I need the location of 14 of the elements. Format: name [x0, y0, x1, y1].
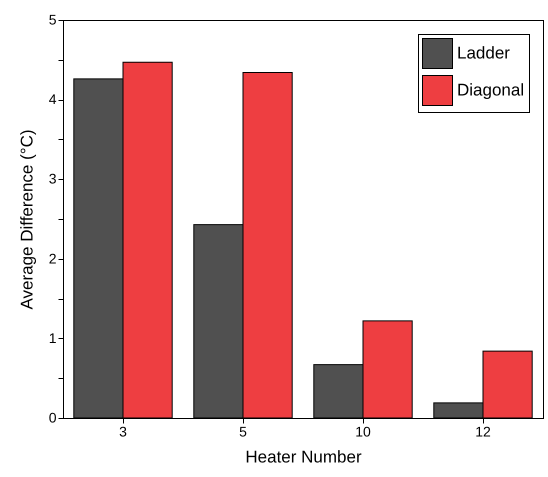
- y-tick-label: 4: [48, 91, 57, 108]
- y-axis-title: Average Difference (°C): [18, 129, 37, 310]
- legend-label: Ladder: [457, 44, 510, 62]
- y-tick-label: 0: [48, 410, 57, 426]
- x-tick-label: 10: [355, 424, 371, 440]
- x-tick-label: 12: [475, 424, 491, 440]
- y-tick-label: 1: [48, 330, 57, 346]
- y-tick-label: 5: [48, 12, 57, 28]
- x-tick-label: 5: [239, 424, 248, 440]
- x-tick-label: 3: [119, 424, 128, 440]
- legend-label: Diagonal: [457, 80, 524, 100]
- x-axis-title: Heater Number: [245, 448, 362, 466]
- y-tick-label: 2: [48, 250, 57, 266]
- y-tick-label: 3: [48, 170, 57, 187]
